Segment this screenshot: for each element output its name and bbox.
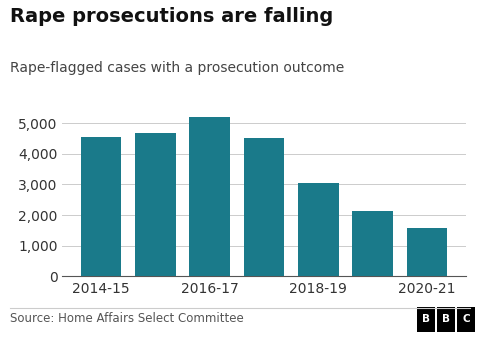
Bar (81, 137, 121, 276)
Text: Source: Home Affairs Select Committee: Source: Home Affairs Select Committee (10, 312, 243, 325)
Text: B: B (422, 314, 430, 324)
Bar (189, 117, 230, 276)
Bar (244, 137, 284, 276)
Bar (352, 211, 393, 276)
Bar (298, 183, 339, 276)
Text: C: C (462, 314, 470, 324)
Bar (135, 133, 176, 276)
Text: Rape-flagged cases with a prosecution outcome: Rape-flagged cases with a prosecution ou… (10, 61, 344, 75)
Text: Rape prosecutions are falling: Rape prosecutions are falling (10, 7, 333, 26)
Bar (407, 228, 447, 276)
Text: B: B (442, 314, 450, 324)
